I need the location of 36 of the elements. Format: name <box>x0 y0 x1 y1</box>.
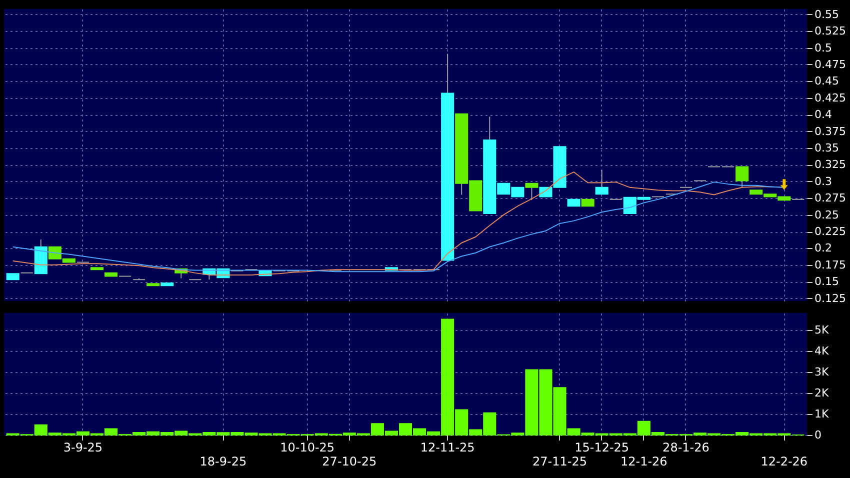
candlestick <box>525 182 538 201</box>
y-tick-label: 0.125 <box>814 292 846 305</box>
x-tick-label: 18-9-25 <box>200 454 247 468</box>
y-tick-label: 0.275 <box>814 192 846 205</box>
y-tick-label: 0.525 <box>814 24 846 38</box>
y-tick-label: 0.425 <box>814 91 846 104</box>
y-tick-label: 0.5 <box>814 41 832 54</box>
y-tick-label: 0.45 <box>814 74 839 88</box>
y-tick-label: 2K <box>814 386 830 400</box>
x-tick-label: 3-9-25 <box>63 440 103 454</box>
x-tick-label: 15-12-25 <box>574 440 630 454</box>
y-tick-label: 0.35 <box>814 141 839 154</box>
y-tick-label: 0.3 <box>814 174 832 188</box>
x-tick-label: 12-1-26 <box>620 454 668 468</box>
y-tick-label: 0.4 <box>814 108 832 122</box>
y-tick-label: 1K <box>814 407 830 420</box>
y-tick-label: 0.375 <box>814 124 846 138</box>
y-tick-label: 3K <box>814 365 830 378</box>
y-tick-label: 0.325 <box>814 158 846 172</box>
y-tick-label: 0.475 <box>814 58 846 71</box>
y-tick-label: 0.55 <box>814 8 839 21</box>
y-tick-label: 0.225 <box>814 225 846 238</box>
x-tick-label: 10-10-25 <box>280 440 335 454</box>
y-tick-label: 0.175 <box>814 258 846 272</box>
candlestick <box>595 170 608 195</box>
x-tick-label: 12-2-26 <box>760 454 808 468</box>
y-tick-label: 0.25 <box>814 208 839 222</box>
y-tick-label: 0.2 <box>814 242 832 255</box>
x-tick-label: 12-11-25 <box>420 440 475 454</box>
x-tick-label: 28-1-26 <box>662 440 710 454</box>
y-tick-label: 0.15 <box>814 275 839 288</box>
y-tick-label: 0 <box>814 428 822 442</box>
y-tick-label: 5K <box>814 323 830 336</box>
x-tick-label: 27-11-25 <box>532 454 587 468</box>
x-tick-label: 27-10-25 <box>322 454 377 468</box>
y-tick-label: 4K <box>814 344 830 358</box>
